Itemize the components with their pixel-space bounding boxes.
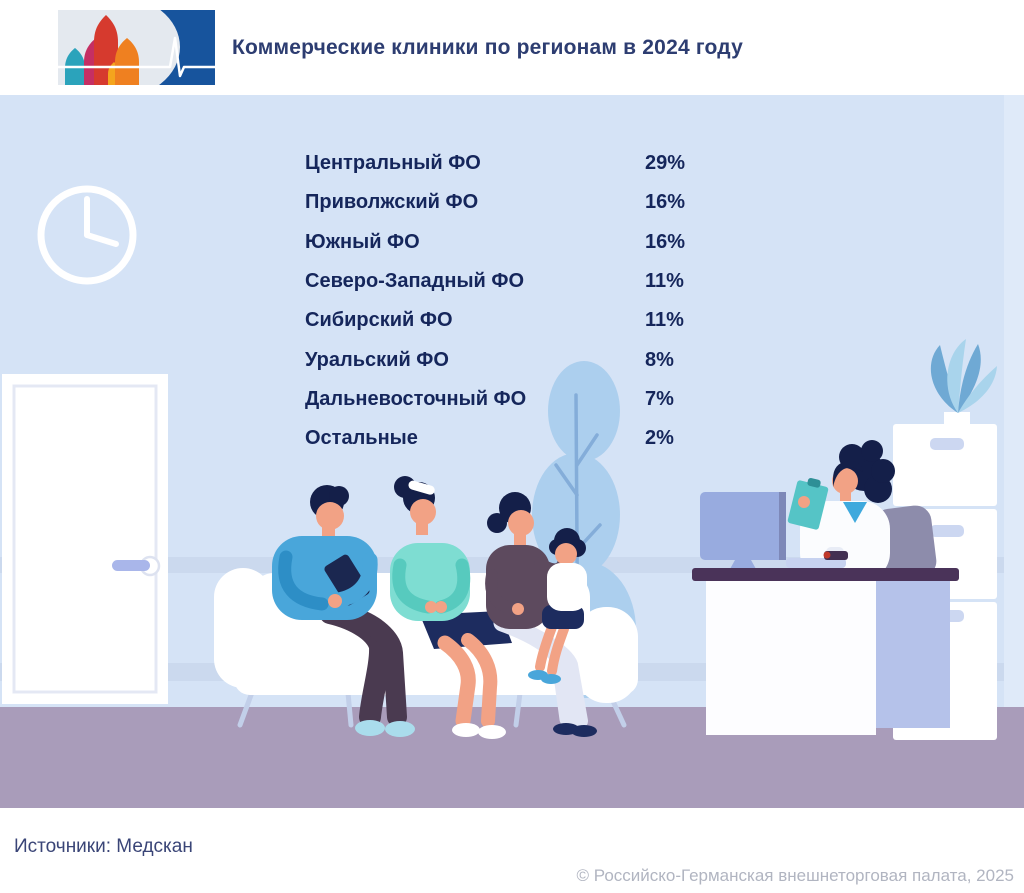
desk-accessory-detail xyxy=(823,551,831,559)
region-row: Южный ФО 16% xyxy=(305,223,735,262)
drawer-handle xyxy=(930,438,964,450)
region-label: Центральный ФО xyxy=(305,152,481,175)
region-value: 11% xyxy=(645,309,684,332)
page-title: Коммерческие клиники по регионам в 2024 … xyxy=(232,35,743,59)
region-label: Приволжский ФО xyxy=(305,191,479,214)
region-value: 16% xyxy=(645,191,686,214)
region-list: Центральный ФО 29% Приволжский ФО 16% Юж… xyxy=(305,144,735,458)
region-row: Дальневосточный ФО 7% xyxy=(305,380,735,419)
wall-clock-icon xyxy=(37,185,137,285)
region-row: Сибирский ФО 11% xyxy=(305,301,735,340)
header: Коммерческие клиники по регионам в 2024 … xyxy=(0,0,1024,95)
desk-side-panel xyxy=(876,580,950,728)
collar xyxy=(843,502,867,523)
potted-plant xyxy=(930,339,997,413)
region-value: 7% xyxy=(645,387,674,410)
door-handle xyxy=(112,560,150,571)
region-value: 8% xyxy=(645,348,674,371)
region-row: Приволжский ФО 16% xyxy=(305,183,735,222)
region-value: 29% xyxy=(645,152,686,175)
door xyxy=(2,374,168,704)
region-row: Центральный ФО 29% xyxy=(305,144,735,183)
sources-note: Источники: Медскан xyxy=(14,836,193,857)
patient-boy xyxy=(528,528,587,684)
brand-logo xyxy=(58,10,215,85)
region-label: Дальневосточный ФО xyxy=(305,387,527,410)
desk-front-panel xyxy=(706,578,876,735)
desk-top xyxy=(692,568,959,581)
ekg-pulse-line-icon xyxy=(58,36,215,78)
region-label: Северо-Западный ФО xyxy=(305,270,525,293)
headband xyxy=(408,480,435,495)
reception-desk xyxy=(692,568,959,735)
region-label: Остальные xyxy=(305,427,418,450)
region-label: Уральский ФО xyxy=(305,348,449,371)
patient-woman-mint xyxy=(390,476,512,739)
region-row: Уральский ФО 8% xyxy=(305,340,735,379)
footer: Источники: Медскан © Российско-Германска… xyxy=(0,808,1024,893)
patient-man xyxy=(272,485,415,737)
keyboard xyxy=(786,558,846,568)
region-value: 16% xyxy=(645,230,686,253)
infographic-scene: Центральный ФО 29% Приволжский ФО 16% Юж… xyxy=(0,95,1024,808)
region-row: Северо-Западный ФО 11% xyxy=(305,262,735,301)
region-value: 11% xyxy=(645,270,684,293)
drawer-handle xyxy=(930,525,964,537)
waiting-room-illustration xyxy=(0,95,1024,808)
computer-monitor xyxy=(700,492,786,569)
region-value: 2% xyxy=(645,427,674,450)
copyright-note: © Российско-Германская внешнеторговая па… xyxy=(576,866,1014,885)
wall-corner-band xyxy=(1004,95,1024,707)
region-label: Южный ФО xyxy=(305,230,420,253)
region-label: Сибирский ФО xyxy=(305,309,453,332)
region-row: Остальные 2% xyxy=(305,419,735,458)
